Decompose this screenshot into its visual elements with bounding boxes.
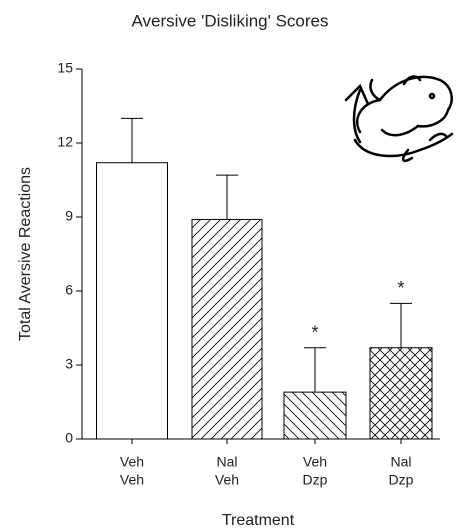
bar xyxy=(370,348,432,439)
x-tick-label: Veh xyxy=(303,454,327,470)
significance-marker: * xyxy=(311,322,318,342)
y-tick-label: 15 xyxy=(57,60,73,76)
bar xyxy=(97,163,168,439)
x-tick-label: Veh xyxy=(120,454,144,470)
rat-icon xyxy=(346,77,452,161)
y-tick-label: 12 xyxy=(57,134,73,150)
bar xyxy=(192,219,262,439)
y-tick-label: 3 xyxy=(65,356,73,372)
y-tick-label: 9 xyxy=(65,208,73,224)
bar xyxy=(284,392,346,439)
significance-marker: * xyxy=(397,278,404,298)
x-tick-label: Dzp xyxy=(389,472,414,488)
chart: Aversive 'Disliking' Scores Total Aversi… xyxy=(0,0,459,532)
x-tick-label: Veh xyxy=(120,472,144,488)
y-tick-label: 0 xyxy=(65,430,73,446)
x-tick-label: Nal xyxy=(216,454,237,470)
x-axis-label: Treatment xyxy=(222,512,295,529)
x-tick-label: Veh xyxy=(215,472,239,488)
y-axis-label: Total Aversive Reactions xyxy=(17,167,34,341)
x-tick-label: Dzp xyxy=(303,472,328,488)
page: {"chart_data": {"type": "bar", "title": … xyxy=(0,0,459,532)
x-tick-label: Nal xyxy=(390,454,411,470)
y-tick-label: 6 xyxy=(65,282,73,298)
chart-title: Aversive 'Disliking' Scores xyxy=(131,11,328,30)
